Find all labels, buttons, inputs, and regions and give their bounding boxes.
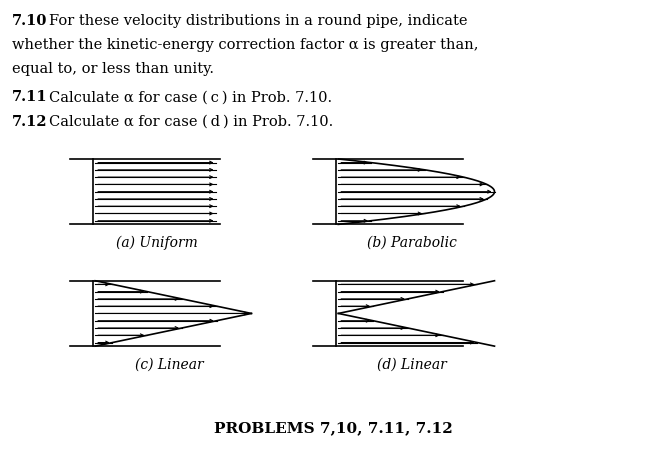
Text: (c) Linear: (c) Linear (135, 357, 204, 372)
Text: (b) Parabolic: (b) Parabolic (368, 236, 457, 250)
Text: 7.11: 7.11 (12, 90, 47, 104)
Text: equal to, or less than unity.: equal to, or less than unity. (12, 62, 214, 76)
Text: 7.10: 7.10 (12, 14, 47, 28)
Text: whether the kinetic-energy correction factor α is greater than,: whether the kinetic-energy correction fa… (12, 38, 478, 52)
Text: Calculate α for case ( d ) in Prob. 7.10.: Calculate α for case ( d ) in Prob. 7.10… (49, 115, 334, 129)
Text: PROBLEMS 7,10, 7.11, 7.12: PROBLEMS 7,10, 7.11, 7.12 (214, 421, 452, 435)
Text: (a) Uniform: (a) Uniform (116, 236, 197, 250)
Text: 7.12: 7.12 (12, 115, 47, 129)
Text: For these velocity distributions in a round pipe, indicate: For these velocity distributions in a ro… (49, 14, 468, 28)
Text: (d) Linear: (d) Linear (378, 357, 447, 372)
Text: Calculate α for case ( c ) in Prob. 7.10.: Calculate α for case ( c ) in Prob. 7.10… (49, 90, 332, 104)
